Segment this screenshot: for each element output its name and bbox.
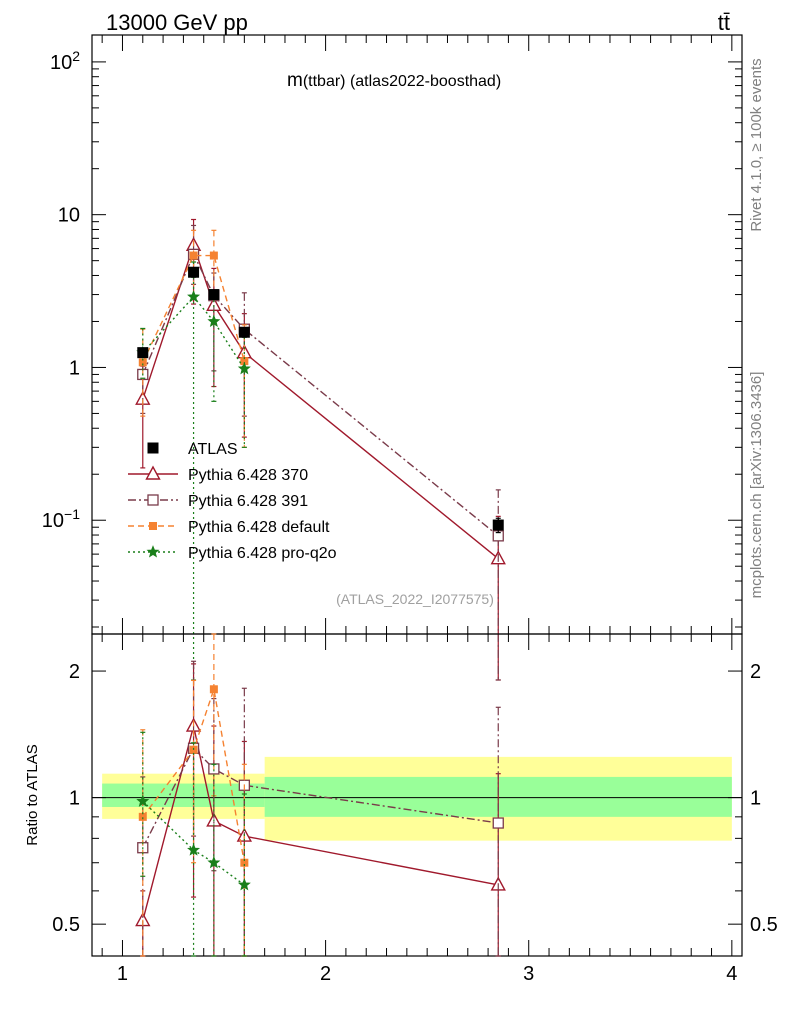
legend-marker bbox=[147, 442, 159, 454]
main-y-tick-label-exponent: 2 bbox=[72, 48, 80, 64]
legend: ATLAS Pythia 6.428 370 Pythia 6.428 391 Pyt… bbox=[128, 441, 337, 562]
analysis-watermark: (ATLAS_2022_I2077575) bbox=[336, 591, 494, 607]
legend-label: Pythia 6.428 370 bbox=[188, 467, 308, 484]
ratio-y-tick-label-left: 2 bbox=[69, 661, 80, 683]
x-tick-label: 4 bbox=[726, 963, 737, 985]
main-y-tick-label: 1 bbox=[69, 357, 80, 379]
x-tick-label: 3 bbox=[523, 963, 534, 985]
ratio-data-point bbox=[187, 843, 201, 856]
legend-entry: Pythia 6.428 default bbox=[128, 519, 330, 536]
chart-title-variable: m bbox=[287, 70, 303, 91]
ratio-data-point bbox=[138, 812, 147, 821]
rivet-version-label: Rivet 4.1.0, ≥ 100k events bbox=[748, 58, 765, 231]
ratio-y-axis-label: Ratio to ATLAS bbox=[24, 744, 41, 845]
legend-entry: Pythia 6.428 pro-q2o bbox=[128, 545, 337, 562]
ratio-y-tick-label-right: 0.5 bbox=[750, 914, 778, 936]
ratio-plot-frame bbox=[91, 633, 743, 957]
header-beam-label: 13000 GeV pp bbox=[106, 10, 248, 35]
ratio-y-tick-label-left: 1 bbox=[69, 788, 80, 810]
ratio-data-point bbox=[237, 878, 251, 891]
ratio-y-tick-label-left: 0.5 bbox=[52, 914, 80, 936]
ratio-data-point bbox=[492, 817, 504, 829]
error-bar bbox=[140, 327, 146, 379]
ratio-error-bar bbox=[191, 679, 197, 864]
data-point bbox=[207, 314, 221, 327]
ratio-data-point bbox=[240, 858, 249, 867]
x-tick-label: 2 bbox=[320, 963, 331, 985]
main-y-tick-label: 102 bbox=[50, 48, 80, 74]
series-atlas bbox=[137, 266, 504, 534]
main-y-tick-label: 10−1 bbox=[42, 506, 80, 532]
data-point bbox=[237, 361, 251, 375]
ratio-error-bar bbox=[241, 793, 247, 957]
data-point bbox=[209, 251, 218, 260]
legend-entry: Pythia 6.428 370 bbox=[128, 465, 308, 484]
data-point bbox=[188, 266, 200, 278]
data-point bbox=[189, 251, 198, 260]
legend-entry: Pythia 6.428 391 bbox=[128, 493, 308, 510]
legend-label: Pythia 6.428 default bbox=[188, 519, 330, 536]
ratio-panel: 2 2 1 1 0.5 0.5 1 2 3 4 Ratio to ATLAS bbox=[24, 633, 778, 985]
data-point bbox=[238, 326, 250, 338]
main-y-tick-label-base: 1 bbox=[69, 357, 80, 379]
legend-label: ATLAS bbox=[188, 441, 238, 458]
ratio-error-bar bbox=[140, 731, 146, 877]
error-bar bbox=[495, 489, 501, 681]
data-point bbox=[208, 289, 220, 301]
ratio-axes: 2 2 1 1 0.5 0.5 1 2 3 4 bbox=[52, 633, 778, 985]
data-point bbox=[138, 358, 147, 367]
ratio-y-tick-label-right: 2 bbox=[750, 661, 761, 683]
legend-marker bbox=[149, 522, 157, 530]
ratio-series-line bbox=[142, 800, 245, 886]
header-process-label: tt̄ bbox=[718, 10, 730, 35]
ratio-data-point bbox=[207, 855, 221, 869]
ratio-series-pythia-6-428-pro-q2o bbox=[136, 731, 251, 957]
ratio-data-point bbox=[136, 794, 150, 807]
ratio-error-bar bbox=[495, 706, 501, 957]
series-line bbox=[142, 254, 245, 363]
main-y-tick-label-base: 10 bbox=[58, 205, 80, 227]
series-line bbox=[142, 295, 245, 370]
main-y-tick-label-base: 10 bbox=[42, 510, 64, 532]
main-y-tick-label: 10 bbox=[58, 205, 80, 227]
ratio-series-group bbox=[135, 633, 506, 957]
main-y-tick-label-exponent: −1 bbox=[64, 506, 80, 522]
ratio-series-line bbox=[142, 689, 245, 863]
legend-label: Pythia 6.428 391 bbox=[188, 493, 308, 510]
legend-label: Pythia 6.428 pro-q2o bbox=[188, 545, 337, 562]
chart-title-text: (ttbar) (atlas2022-boosthad) bbox=[303, 73, 501, 90]
mcplots-reference-label: mcplots.cern.ch [arXiv:1306.3436] bbox=[748, 372, 765, 599]
x-tick-label: 1 bbox=[117, 963, 128, 985]
ratio-y-tick-label-right: 1 bbox=[750, 788, 761, 810]
legend-entry: ATLAS bbox=[147, 441, 238, 458]
main-series-group bbox=[135, 218, 506, 681]
ratio-data-point bbox=[209, 685, 218, 694]
data-point bbox=[240, 357, 249, 366]
data-point bbox=[137, 347, 149, 359]
legend-marker bbox=[147, 494, 159, 506]
legend-marker bbox=[145, 465, 161, 480]
data-point bbox=[187, 289, 201, 303]
main-y-tick-label-base: 10 bbox=[50, 52, 72, 74]
data-point bbox=[492, 519, 504, 531]
legend-marker bbox=[146, 545, 160, 558]
chart-title: m(ttbar) (atlas2022-boosthad) bbox=[287, 70, 501, 91]
